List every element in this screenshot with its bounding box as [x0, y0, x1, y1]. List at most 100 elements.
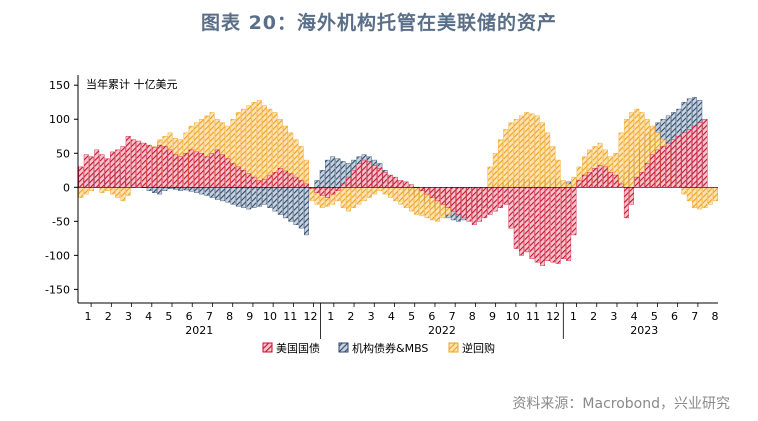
bar-agency-18: [172, 187, 178, 190]
bar-treasury-96: [581, 174, 587, 188]
bar-repo-103: [618, 132, 624, 188]
bar-treasury-43: [304, 183, 309, 188]
x-month-label-23: 12: [546, 310, 560, 323]
y-tick-label-0: 150: [49, 79, 70, 92]
bar-repo-63: [408, 187, 414, 212]
x-month-label-25: 2: [590, 310, 597, 323]
bar-treasury-6: [110, 151, 115, 188]
bar-repo-115: [681, 187, 687, 195]
bar-treasury-62: [403, 181, 409, 188]
x-month-label-29: 6: [671, 310, 678, 323]
bar-treasury-15: [157, 144, 163, 188]
bar-treasury-90: [550, 187, 556, 263]
bar-treasury-42: [298, 180, 304, 188]
bar-treasury-71: [450, 187, 456, 212]
x-month-label-17: 6: [428, 310, 435, 323]
bar-treasury-105: [629, 187, 635, 205]
bar-treasury-47: [325, 187, 330, 198]
x-month-label-13: 2: [347, 310, 354, 323]
bar-treasury-58: [382, 172, 388, 188]
bar-treasury-4: [99, 154, 105, 188]
legend-label-agency: 机构债券&MBS: [352, 341, 428, 355]
bar-treasury-18: [172, 154, 178, 188]
y-tick-label-6: -150: [45, 283, 70, 296]
bar-treasury-13: [146, 144, 152, 188]
bar-repo-43: [304, 159, 309, 188]
bar-repo-1: [83, 187, 89, 195]
bar-treasury-98: [592, 168, 598, 188]
chart-title: 图表 20：海外机构托管在美联储的资产: [200, 12, 558, 34]
bar-repo-8: [120, 187, 126, 202]
bar-treasury-116: [686, 129, 692, 188]
bar-treasury-118: [697, 122, 703, 188]
bar-agency-24: [204, 187, 210, 196]
bar-agency-31: [241, 187, 246, 208]
bar-agency-42: [298, 187, 304, 229]
bar-agency-19: [178, 187, 184, 191]
bar-treasury-112: [665, 142, 671, 188]
bar-repo-78: [487, 166, 493, 188]
bar-treasury-107: [639, 172, 645, 188]
bar-repo-90: [550, 146, 556, 188]
bar-agency-26: [214, 187, 220, 200]
bar-agency-33: [251, 187, 257, 208]
y-tick-label-4: -50: [52, 215, 70, 228]
bar-treasury-30: [235, 166, 241, 188]
x-month-label-30: 7: [691, 310, 698, 323]
bar-agency-40: [288, 187, 294, 222]
bar-repo-2: [89, 187, 94, 191]
x-month-label-7: 8: [226, 310, 233, 323]
x-month-label-24: 1: [570, 310, 577, 323]
bar-agency-43: [304, 187, 309, 236]
bar-treasury-80: [498, 187, 503, 208]
y-tick-label-2: 50: [56, 147, 70, 160]
bar-repo-121: [713, 187, 718, 202]
bar-agency-29: [230, 187, 236, 205]
bar-repo-118: [697, 187, 703, 210]
bar-treasury-45: [314, 187, 320, 193]
bar-agency-36: [267, 187, 273, 208]
x-month-label-10: 11: [283, 310, 297, 323]
bar-repo-83: [513, 119, 519, 188]
bar-treasury-91: [555, 187, 561, 264]
bar-repo-61: [398, 187, 404, 205]
bar-repo-94: [571, 176, 577, 188]
bar-repo-106: [634, 108, 640, 188]
bar-treasury-19: [178, 156, 184, 188]
bar-treasury-35: [262, 178, 267, 188]
bar-repo-120: [707, 187, 713, 205]
bar-repo-81: [503, 129, 509, 188]
bar-repo-52: [351, 187, 357, 208]
x-month-label-1: 2: [105, 310, 112, 323]
bar-repo-91: [555, 159, 561, 188]
bar-repo-62: [403, 187, 409, 208]
bar-treasury-81: [503, 187, 509, 205]
bar-repo-57: [377, 187, 383, 191]
bar-repo-80: [498, 139, 503, 188]
bar-treasury-92: [560, 187, 566, 259]
bar-treasury-100: [602, 166, 608, 188]
bar-treasury-25: [209, 153, 215, 188]
bar-agency-37: [272, 187, 278, 212]
bar-treasury-119: [702, 119, 708, 188]
bar-treasury-46: [319, 187, 325, 196]
bar-repo-59: [387, 187, 393, 198]
bar-treasury-5: [104, 158, 110, 188]
bar-treasury-103: [618, 183, 624, 188]
bar-treasury-78: [487, 187, 493, 215]
x-month-label-3: 4: [145, 310, 152, 323]
bar-agency-49: [335, 158, 341, 188]
x-month-label-8: 9: [246, 310, 253, 323]
bar-treasury-21: [188, 149, 194, 188]
bar-agency-47: [325, 159, 330, 188]
bar-treasury-111: [660, 146, 666, 188]
bar-repo-87: [534, 115, 540, 188]
x-month-label-21: 10: [506, 310, 520, 323]
bar-treasury-76: [477, 187, 482, 222]
bar-treasury-59: [387, 174, 393, 188]
bar-treasury-53: [356, 163, 362, 188]
bar-treasury-102: [613, 174, 619, 188]
legend-label-repo: 逆回购: [462, 341, 495, 355]
bar-agency-13: [146, 187, 152, 191]
